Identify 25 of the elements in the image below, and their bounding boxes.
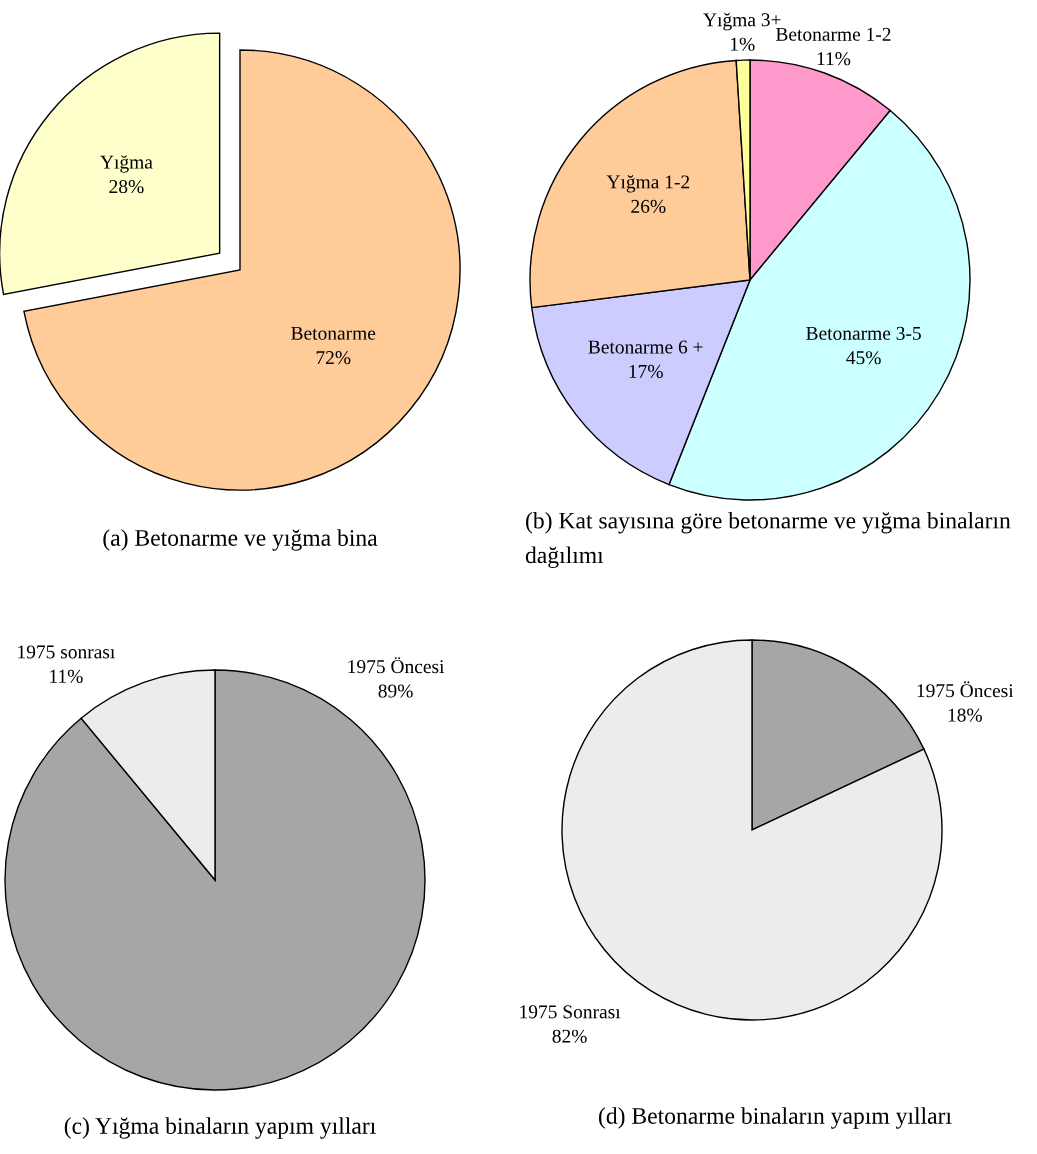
- slice-label: 1975 Öncesi: [348, 657, 445, 674]
- data-label: 89%: [378, 684, 413, 698]
- data-label: 18%: [948, 708, 982, 722]
- text: (b) Kat sayısına göre betonarme ve yığma binaların dağılımı: [525, 511, 1011, 569]
- slice-label: Betonarme 3-5: [806, 326, 921, 340]
- data-label: 82%: [552, 1029, 587, 1043]
- slice-label: Yığma 1-2: [606, 175, 690, 193]
- data-label: 11%: [50, 669, 83, 683]
- slice-label: 1975 Sonrası: [520, 1005, 621, 1019]
- slice-label: Betonarme 1-2: [775, 27, 891, 41]
- text: (a) Betonarme ve yığma bina: [103, 529, 378, 551]
- data-label: 11%: [817, 52, 851, 66]
- data-label: 72%: [316, 351, 351, 365]
- slice-label: 1975 sonrası: [18, 645, 115, 659]
- data-label: 26%: [631, 199, 666, 213]
- slice-label: 1975 Öncesi: [917, 681, 1014, 698]
- text: (c) Yığma binaların yapım yılları: [64, 1117, 376, 1139]
- slice-label: Betonarme: [291, 326, 376, 340]
- data-label: 45%: [846, 351, 881, 365]
- slice-label: Betonarme 6 +: [588, 340, 703, 354]
- data-label: 28%: [109, 179, 144, 194]
- data-label: 17%: [629, 364, 663, 379]
- text: (d) Betonarme binaların yapım yılları: [599, 1107, 952, 1129]
- data-label: 1%: [731, 37, 755, 51]
- slice-label: Yığma: [100, 155, 153, 173]
